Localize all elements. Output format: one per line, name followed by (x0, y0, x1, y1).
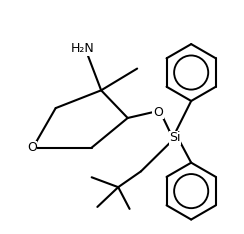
Text: O: O (27, 141, 37, 154)
Text: Si: Si (169, 131, 181, 144)
Text: O: O (153, 106, 163, 119)
Text: H₂N: H₂N (70, 42, 94, 55)
